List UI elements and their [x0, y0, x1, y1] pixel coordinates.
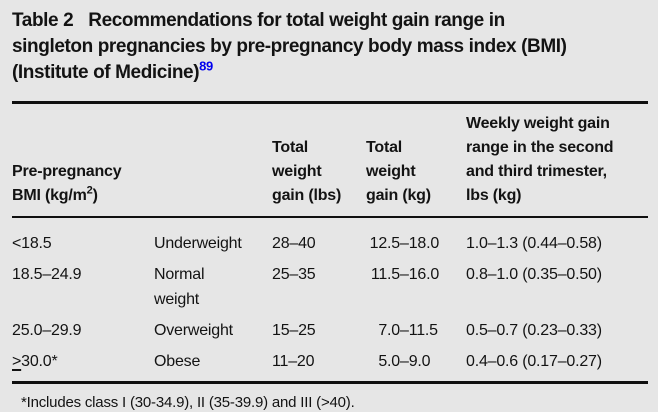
header-weekly-weight-gain: Weekly weight gain range in the second a… — [466, 102, 648, 218]
kg-range-dash: – — [400, 353, 409, 370]
table-caption: Table 2 Recommendations for total weight … — [12, 8, 648, 86]
kg-range-low: 5.0 — [378, 353, 400, 370]
caption-line-1: Table 2 Recommendations for total weight … — [12, 8, 648, 34]
cell-total-kg: 7.0–11.5 — [366, 312, 466, 343]
header-category-empty — [154, 102, 272, 218]
cell-total-lbs: 28–40 — [272, 235, 316, 252]
cell-total-kg: 12.5–18.0 — [366, 217, 466, 256]
cell-category: Overweight — [154, 322, 233, 339]
kg-range-low: 12.5 — [369, 235, 401, 252]
cell-category: Underweight — [154, 235, 242, 252]
citation-reference-link[interactable]: 89 — [199, 58, 213, 74]
table-row-underweight: <18.5 Underweight 28–40 12.5–18.0 1.0–1.… — [12, 217, 648, 256]
header-bmi-line1: Pre-pregnancy — [12, 163, 122, 180]
table-footnote: *Includes class I (30-34.9), II (35-39.9… — [21, 394, 355, 411]
table-row-overweight: 25.0–29.9 Overweight 15–25 7.0–11.5 0.5–… — [12, 312, 648, 343]
caption-text-line-1: Recommendations for total weight gain ra… — [88, 10, 505, 31]
cell-category: Normal weight — [154, 266, 205, 308]
table-row-normal-weight: 18.5–24.9 Normal weight 25–35 11.5–16.0 … — [12, 256, 648, 312]
header-total-weight-gain-lbs: Total weight gain (lbs) — [272, 102, 366, 218]
kg-range-dash: – — [400, 266, 409, 283]
kg-range-low: 7.0 — [378, 322, 400, 339]
header-pre-pregnancy-bmi: Pre-pregnancy BMI (kg/m2) — [12, 102, 154, 218]
caption-text-line-3: (Institute of Medicine) — [12, 62, 200, 83]
kg-range-high: 16.0 — [408, 266, 440, 283]
cell-bmi: <18.5 — [12, 235, 52, 252]
kg-range-high: 18.0 — [408, 235, 440, 252]
cell-weekly-gain: 0.4–0.6 (0.17–0.27) — [466, 353, 602, 370]
weight-gain-table: Pre-pregnancy BMI (kg/m2) Total weight g… — [12, 101, 648, 384]
cell-total-lbs: 25–35 — [272, 266, 316, 283]
cell-bmi: 25.0–29.9 — [12, 322, 82, 339]
header-bmi-line2: BMI (kg/m — [12, 187, 87, 204]
greater-equal-symbol: > — [12, 353, 22, 370]
kg-range-dash: – — [400, 322, 409, 339]
table-row-obese: >30.0* Obese 11–20 5.0–9.0 0.4–0.6 (0.17… — [12, 343, 648, 383]
kg-range-high: 11.5 — [408, 322, 438, 339]
cell-category: Obese — [154, 353, 201, 370]
cell-total-lbs: 15–25 — [272, 322, 316, 339]
cell-weekly-gain: 1.0–1.3 (0.44–0.58) — [466, 235, 602, 252]
header-total-weight-gain-kg: Total weight gain (kg) — [366, 102, 466, 218]
cell-bmi: >30.0* — [12, 343, 154, 383]
cell-total-kg: 5.0–9.0 — [366, 343, 466, 383]
cell-bmi: 18.5–24.9 — [12, 266, 82, 283]
bmi-value: 30.0* — [21, 353, 58, 370]
kg-range-dash: – — [400, 235, 409, 252]
superscript-2: 2 — [86, 184, 93, 197]
cell-weekly-gain: 0.8–1.0 (0.35–0.50) — [466, 266, 602, 283]
cell-total-kg: 11.5–16.0 — [366, 256, 466, 312]
header-bmi-line2-close: ) — [92, 187, 98, 204]
cell-weekly-gain: 0.5–0.7 (0.23–0.33) — [466, 322, 602, 339]
kg-range-low: 11.5 — [370, 266, 400, 283]
caption-line-2: singleton pregnancies by pre-pregnancy b… — [12, 36, 567, 57]
cell-total-lbs: 11–20 — [272, 353, 315, 370]
caption-table-number: Table 2 — [12, 10, 74, 31]
header-row: Pre-pregnancy BMI (kg/m2) Total weight g… — [12, 102, 648, 218]
caption-line-3: (Institute of Medicine)89 — [12, 60, 648, 86]
kg-range-high: 9.0 — [408, 353, 431, 370]
